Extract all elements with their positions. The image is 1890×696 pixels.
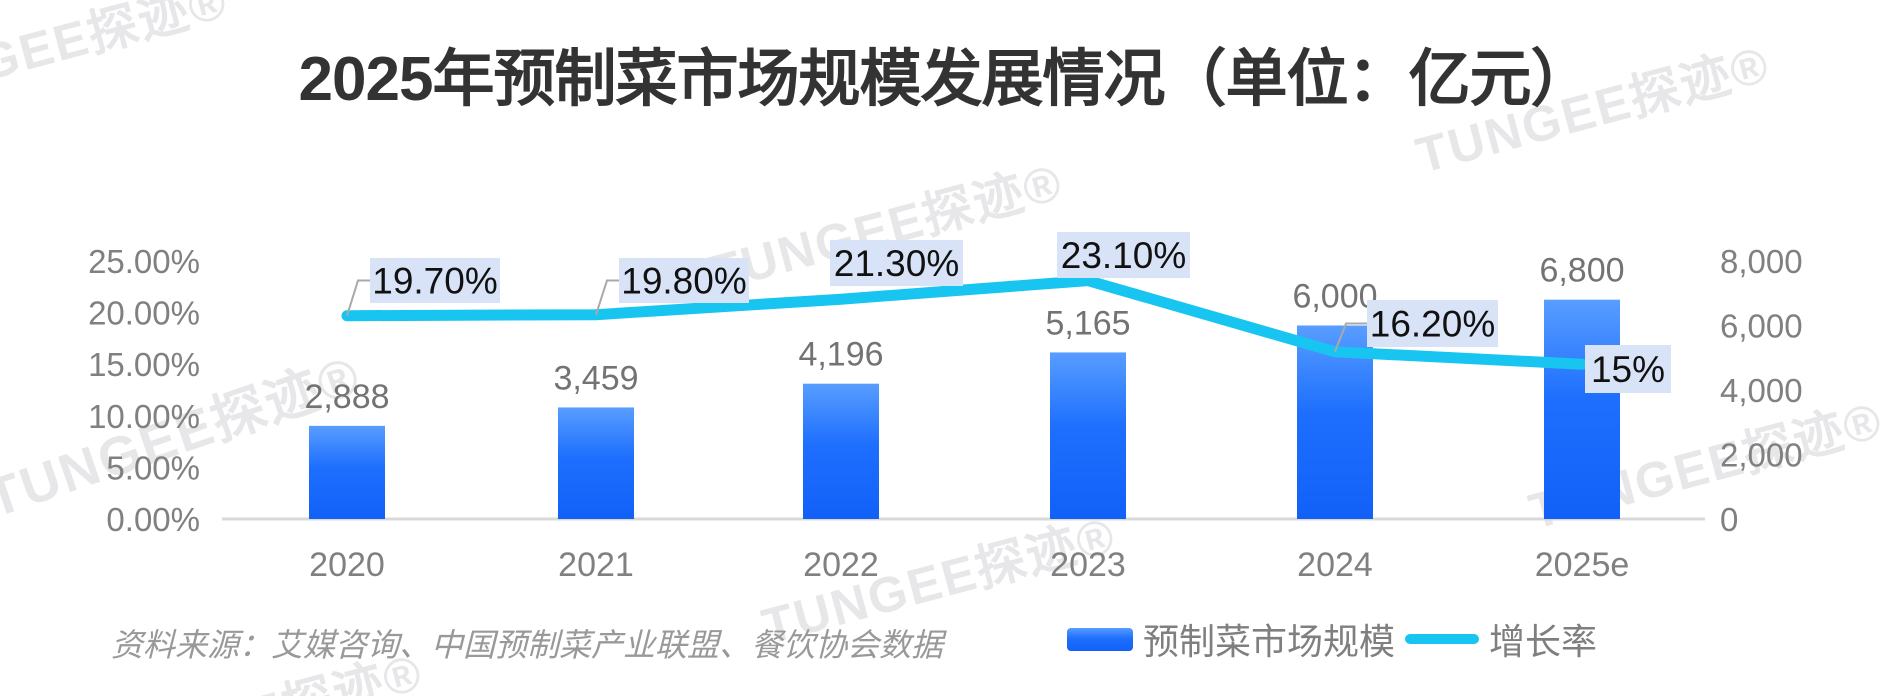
- right-axis-tick: 0: [1720, 501, 1738, 538]
- x-axis-label: 2024: [1297, 546, 1373, 584]
- annotation-value: 23.10%: [1061, 235, 1187, 276]
- bar-2025e: [1544, 299, 1620, 519]
- bar-value-label: 6,000: [1292, 278, 1377, 316]
- bar-2021: [558, 407, 634, 519]
- x-axis-line: [222, 517, 1705, 521]
- right-axis-tick: 6,000: [1720, 308, 1803, 345]
- bar-2022: [803, 383, 879, 519]
- right-axis-tick: 8,000: [1720, 243, 1803, 280]
- x-axis-label: 2025e: [1535, 546, 1630, 584]
- source-note: 资料来源：艾媒咨询、中国预制菜产业联盟、餐饮协会数据: [111, 627, 944, 663]
- bar-2020: [309, 425, 385, 519]
- bar-value-label: 4,196: [798, 336, 883, 374]
- legend-bar-label: 预制菜市场规模: [1143, 621, 1396, 662]
- left-axis-tick: 0.00%: [106, 501, 200, 538]
- x-axis-label: 2020: [309, 546, 385, 584]
- annotation-value: 16.20%: [1370, 304, 1496, 345]
- left-axis-tick: 25.00%: [88, 243, 200, 280]
- annotation-value: 21.30%: [834, 243, 960, 284]
- left-axis-tick: 10.00%: [88, 398, 200, 435]
- x-axis-label: 2021: [558, 546, 634, 584]
- x-axis-label: 2023: [1050, 546, 1126, 584]
- annotation-box: [1367, 300, 1498, 347]
- annotation-box: [1057, 232, 1190, 278]
- bar-2023: [1050, 352, 1126, 519]
- bar-value-label: 3,459: [553, 359, 638, 397]
- annotation-value: 15%: [1591, 349, 1665, 390]
- left-axis-tick: 20.00%: [88, 295, 200, 332]
- legend: 预制菜市场规模 增长率: [1067, 618, 1597, 662]
- annotation-box: [830, 240, 963, 286]
- growth-rate-line: [341, 275, 1588, 370]
- bar-value-label: 5,165: [1045, 304, 1130, 342]
- annotation-box: [1585, 345, 1671, 393]
- annotation-box: [619, 258, 749, 303]
- legend-line-swatch: [1405, 634, 1480, 644]
- annotation-leader-line: [346, 279, 370, 316]
- right-axis-tick: 4,000: [1720, 372, 1803, 409]
- left-axis-tick: 15.00%: [88, 346, 200, 383]
- left-axis-tick: 5.00%: [106, 449, 200, 486]
- right-axis-tick: 2,000: [1720, 437, 1803, 474]
- legend-line-label: 增长率: [1489, 621, 1598, 662]
- annotation-leader-line: [595, 279, 619, 315]
- annotation-leader-line: [1334, 322, 1367, 353]
- bar-value-label: 6,800: [1539, 252, 1624, 290]
- chart-title: 2025年预制菜市场规模发展情况（单位：亿元）: [298, 45, 1593, 114]
- x-axis-label: 2022: [803, 546, 879, 584]
- annotation-value: 19.70%: [372, 261, 498, 302]
- legend-bar-swatch: [1067, 627, 1133, 651]
- annotation-box: [370, 258, 500, 303]
- annotation-value: 19.80%: [621, 261, 747, 302]
- bar-value-label: 2,888: [304, 378, 389, 416]
